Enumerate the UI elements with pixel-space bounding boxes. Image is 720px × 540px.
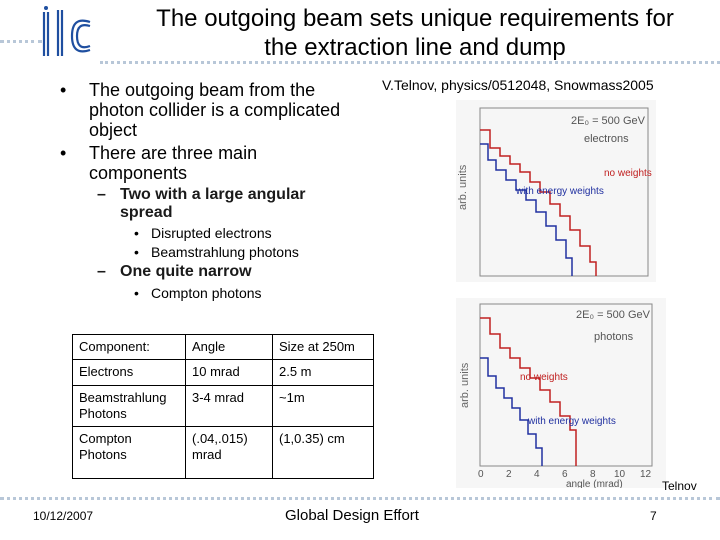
slide-title-line1: The outgoing beam sets unique requiremen… — [156, 5, 674, 32]
bullet-item: There are three main components — [60, 143, 360, 183]
curve-no-weights — [480, 129, 597, 276]
table-row: Compton Photons (.04,.015) mrad (1,0.35)… — [72, 426, 374, 479]
sub-sub-bullet: • Beamstrahlung photons — [134, 244, 299, 260]
table-cell: 2.5 m — [272, 359, 374, 386]
table-cell: (1,0.35) cm — [272, 426, 374, 479]
x-tick: 12 — [640, 469, 652, 480]
reference-citation: V.Telnov, physics/0512048, Snowmass2005 — [382, 77, 654, 93]
x-axis-label: angle (mrad) — [566, 479, 623, 488]
y-axis-label: arb. units — [459, 362, 471, 408]
table-cell: ~1m — [272, 385, 374, 427]
x-tick: 6 — [562, 469, 568, 480]
figure-photons: arb. units 2E₀ = 500 GeV photons no weig… — [456, 298, 666, 488]
energy-label: 2E₀ = 500 GeV — [576, 309, 651, 321]
sub-bullet-narrow: – One quite narrow — [97, 263, 252, 280]
curve-with-weights — [480, 143, 573, 276]
page-number: 7 — [650, 509, 657, 523]
curve-no-weights-label: no weights — [604, 168, 652, 179]
figure-credit: Telnov — [662, 479, 697, 493]
footer-dotted-rule — [0, 497, 720, 500]
table-cell: 3-4 mrad — [185, 385, 273, 427]
table-row: Beamstrahlung Photons 3-4 mrad ~1m — [72, 385, 374, 427]
table-cell: (.04,.015) mrad — [185, 426, 273, 479]
plot-frame — [479, 303, 653, 467]
curve-with-weights — [480, 357, 543, 466]
ilc-logo — [42, 6, 91, 56]
table-header-cell: Angle — [185, 334, 273, 360]
bullet-item: The outgoing beam from the photon collid… — [60, 80, 360, 140]
x-tick: 8 — [590, 469, 596, 480]
slide-title: The outgoing beam sets unique requiremen… — [100, 4, 720, 62]
plot-frame — [479, 107, 649, 277]
particle-label: photons — [594, 331, 634, 343]
curve-weights-label: with energy weights — [527, 416, 616, 427]
header-dotted-rule — [0, 40, 42, 43]
particle-label: electrons — [584, 133, 629, 145]
curve-weights-label: with energy weights — [515, 186, 604, 197]
table-header-cell: Component: — [72, 334, 186, 360]
bullet-list: The outgoing beam from the photon collid… — [60, 80, 360, 186]
table-row: Electrons 10 mrad 2.5 m — [72, 359, 374, 386]
sub-bullet-large-angular: – Two with a large angular spread — [97, 186, 306, 221]
table-cell: 10 mrad — [185, 359, 273, 386]
curve-no-weights — [480, 317, 577, 466]
table-cell: Compton Photons — [72, 426, 186, 479]
slide-title-line2: the extraction line and dump — [264, 34, 566, 61]
sub-sub-bullet: • Disrupted electrons — [134, 225, 272, 241]
x-tick: 10 — [614, 469, 626, 480]
figure-electrons: arb. units 2E₀ = 500 GeV electrons no we… — [456, 100, 656, 282]
y-axis-label: arb. units — [457, 164, 469, 210]
table-header-row: Component: Angle Size at 250m — [72, 334, 374, 360]
header-dotted-rule-right — [100, 61, 720, 64]
x-tick: 0 — [478, 469, 484, 480]
energy-label: 2E₀ = 500 GeV — [571, 115, 646, 127]
x-tick: 2 — [506, 469, 512, 480]
x-axis-ticks: 0 2 4 6 8 10 12 — [478, 469, 652, 480]
curve-no-weights-label: no weights — [520, 372, 568, 383]
table-header-cell: Size at 250m — [272, 334, 374, 360]
components-table: Component: Angle Size at 250m Electrons … — [72, 334, 374, 479]
footer-date: 10/12/2007 — [33, 509, 94, 523]
sub-sub-bullet: • Compton photons — [134, 285, 262, 301]
footer-title: Global Design Effort — [285, 507, 419, 524]
table-cell: Beamstrahlung Photons — [72, 385, 186, 427]
x-tick: 4 — [534, 469, 540, 480]
table-cell: Electrons — [72, 359, 186, 386]
